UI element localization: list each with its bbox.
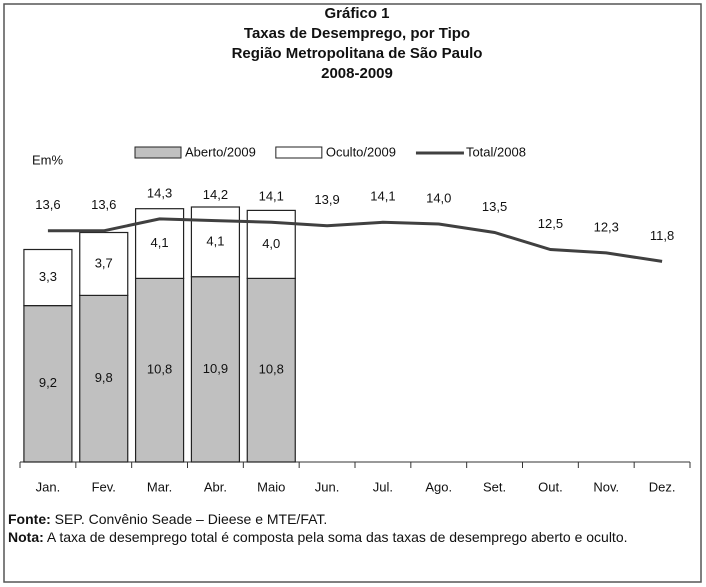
line — [47, 217, 663, 263]
bar-segment — [23, 305, 73, 463]
bar-label: 9,2 — [39, 375, 57, 390]
line-label: 13,6 — [91, 197, 116, 212]
bar-label: 4,1 — [151, 235, 169, 250]
x-tick-label: Abr. — [204, 479, 227, 494]
line-label: 11,8 — [650, 228, 674, 243]
line-label: 12,3 — [594, 219, 619, 234]
bar-label: 10,8 — [259, 362, 284, 377]
x-tick-label: Jun. — [315, 479, 340, 494]
line-label: 14,1 — [370, 189, 395, 204]
line-label: 13,9 — [314, 192, 339, 207]
line-label: 14,1 — [259, 189, 284, 204]
frame — [3, 3, 702, 583]
legend-label: Total/2008 — [466, 144, 526, 159]
bar-segment — [23, 248, 73, 307]
x-tick-label: Set. — [483, 479, 506, 494]
unit-label: Em% — [32, 152, 64, 167]
source: Fonte: SEP. Convênio Seade – Dieese e MT… — [8, 510, 698, 528]
note-label: Nota: — [8, 529, 44, 545]
chart-title: Região Metropolitana de São Paulo — [232, 45, 483, 62]
source-text: SEP. Convênio Seade – Dieese e MTE/FAT. — [54, 511, 328, 527]
x-tick-label: Maio — [257, 479, 285, 494]
x-tick-label: Mar. — [147, 479, 172, 494]
x-tick-label: Nov. — [593, 479, 619, 494]
line-label: 14,3 — [147, 185, 172, 200]
x-tick-label: Jan. — [36, 479, 61, 494]
bar-label: 3,7 — [95, 255, 113, 270]
bar-label: 10,8 — [147, 362, 172, 377]
line-label: 14,0 — [426, 190, 451, 205]
bar-segment — [79, 231, 129, 297]
legend-swatch — [134, 146, 182, 159]
x-tick-label: Out. — [538, 479, 563, 494]
bar-label: 9,8 — [95, 370, 113, 385]
line-label: 13,6 — [35, 197, 60, 212]
x-tick-label: Fev. — [92, 479, 116, 494]
line-label: 14,2 — [203, 187, 228, 202]
bar-label: 10,9 — [203, 361, 228, 376]
bar-segment — [134, 277, 185, 463]
legend-label: Aberto/2009 — [185, 144, 256, 159]
bar-label: 4,1 — [206, 233, 224, 248]
note: Nota: A taxa de desemprego total é compo… — [8, 528, 698, 546]
bar-segment — [79, 294, 129, 463]
legend-label: Oculto/2009 — [326, 144, 396, 159]
line-label: 12,5 — [538, 216, 563, 231]
bar-label: 4,0 — [262, 236, 280, 251]
x-tick-label: Ago. — [425, 479, 452, 494]
chart-title: Taxas de Desemprego, por Tipo — [244, 25, 470, 42]
footer: Fonte: SEP. Convênio Seade – Dieese e MT… — [8, 510, 698, 546]
legend-swatch — [275, 146, 323, 159]
chart-title: Gráfico 1 — [324, 5, 389, 22]
note-text: A taxa de desemprego total é composta pe… — [46, 529, 628, 545]
bar-segment — [190, 276, 241, 463]
chart-title: 2008-2009 — [321, 65, 393, 82]
x-tick-label: Dez. — [649, 479, 676, 494]
line-label: 13,5 — [482, 199, 507, 214]
source-label: Fonte: — [8, 511, 51, 527]
bar-label: 3,3 — [39, 269, 57, 284]
x-tick-label: Jul. — [373, 479, 393, 494]
